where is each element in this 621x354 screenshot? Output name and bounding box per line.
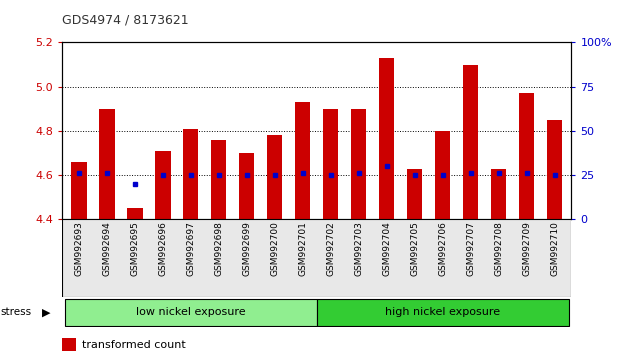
Bar — [295, 102, 310, 219]
Bar — [379, 58, 394, 219]
FancyBboxPatch shape — [317, 299, 568, 326]
Text: GSM992696: GSM992696 — [158, 221, 167, 276]
Bar — [463, 65, 478, 219]
Text: GSM992702: GSM992702 — [326, 221, 335, 276]
Text: GDS4974 / 8173621: GDS4974 / 8173621 — [62, 13, 189, 27]
Bar — [435, 131, 450, 219]
Bar — [62, 338, 76, 351]
Text: GSM992707: GSM992707 — [466, 221, 475, 276]
Bar — [323, 109, 338, 219]
Text: GSM992704: GSM992704 — [382, 221, 391, 276]
Text: GSM992709: GSM992709 — [522, 221, 531, 276]
Bar — [62, 219, 571, 297]
Text: GSM992705: GSM992705 — [410, 221, 419, 276]
Text: GSM992703: GSM992703 — [354, 221, 363, 276]
Text: high nickel exposure: high nickel exposure — [385, 307, 500, 318]
Bar — [547, 120, 562, 219]
Text: GSM992708: GSM992708 — [494, 221, 503, 276]
Text: GSM992693: GSM992693 — [75, 221, 83, 276]
Bar — [239, 153, 255, 219]
Bar — [127, 209, 143, 219]
Text: GSM992706: GSM992706 — [438, 221, 447, 276]
Text: transformed count: transformed count — [82, 339, 186, 350]
Text: GSM992710: GSM992710 — [550, 221, 559, 276]
Bar — [407, 169, 422, 219]
Bar — [155, 151, 171, 219]
Bar — [71, 162, 86, 219]
Text: GSM992701: GSM992701 — [298, 221, 307, 276]
Bar — [211, 140, 227, 219]
Bar — [491, 169, 506, 219]
Text: GSM992694: GSM992694 — [102, 221, 111, 276]
Bar — [99, 109, 114, 219]
Text: GSM992700: GSM992700 — [270, 221, 279, 276]
Text: GSM992698: GSM992698 — [214, 221, 224, 276]
Text: GSM992697: GSM992697 — [186, 221, 195, 276]
Text: GSM992695: GSM992695 — [130, 221, 139, 276]
Text: low nickel exposure: low nickel exposure — [136, 307, 246, 318]
Bar — [351, 109, 366, 219]
Bar — [183, 129, 199, 219]
Text: ▶: ▶ — [42, 307, 51, 318]
FancyBboxPatch shape — [65, 299, 317, 326]
Text: stress: stress — [1, 307, 32, 318]
Text: GSM992699: GSM992699 — [242, 221, 252, 276]
Bar — [267, 136, 283, 219]
Bar — [519, 93, 534, 219]
